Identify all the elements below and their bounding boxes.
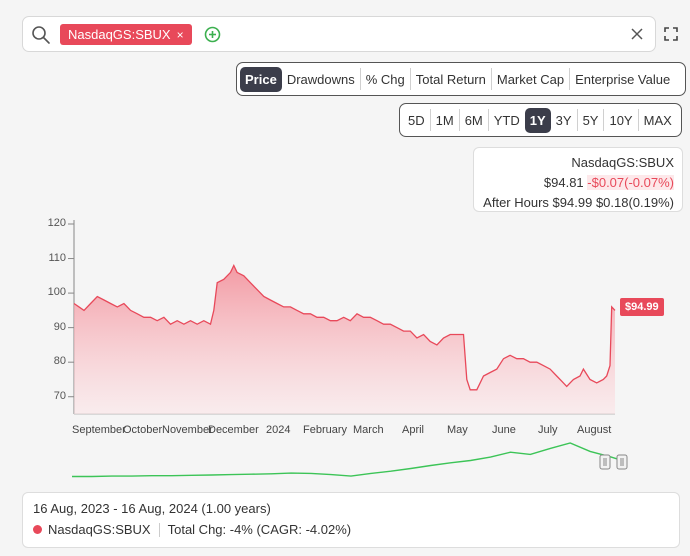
divider <box>158 522 160 537</box>
range-ytd[interactable]: YTD <box>493 112 520 128</box>
price-area <box>74 265 615 414</box>
tab-enterprise-value[interactable]: Enterprise Value <box>575 71 671 87</box>
after-hours-price: $94.99 <box>552 195 593 210</box>
x-tick-label: September <box>72 424 126 436</box>
x-tick-label: December <box>208 424 259 436</box>
tab-total-return[interactable]: Total Return <box>415 71 486 87</box>
divider <box>603 109 605 131</box>
x-tick-label: 2024 <box>266 424 291 436</box>
y-tick-label: 80 <box>53 355 66 368</box>
after-hours-row: After Hours $94.99 $0.18(0.19%) <box>474 193 674 213</box>
range-6m[interactable]: 6M <box>464 112 483 128</box>
tab-market-cap[interactable]: Market Cap <box>496 71 565 87</box>
x-tick-label: June <box>492 424 516 436</box>
range-10y[interactable]: 10Y <box>609 112 633 128</box>
quote-panel: NasdaqGS:SBUX $94.81 -$0.07(-0.07%) Afte… <box>473 147 683 212</box>
ticker-chip[interactable]: NasdaqGS:SBUX × <box>60 24 192 45</box>
after-hours-label: After Hours <box>483 195 549 210</box>
range-1y[interactable]: 1Y <box>524 107 551 133</box>
divider <box>576 109 578 131</box>
add-ticker-icon[interactable] <box>204 26 221 43</box>
series-color-dot <box>33 525 42 534</box>
last-price-tag: $94.99 <box>620 298 664 316</box>
divider <box>458 109 460 131</box>
divider <box>569 68 571 90</box>
range-max[interactable]: MAX <box>643 112 672 128</box>
quote-price: $94.81 <box>543 175 584 190</box>
x-tick-label: November <box>162 424 213 436</box>
x-tick-label: August <box>577 424 612 436</box>
y-tick-label: 100 <box>47 286 66 299</box>
after-hours-change: $0.18(0.19%) <box>595 195 674 210</box>
summary-ticker: NasdaqGS:SBUX <box>48 522 151 537</box>
divider <box>637 109 639 131</box>
price-chart[interactable]: 120 110 100 90 80 70 September October November… <box>0 212 690 482</box>
date-range: 16 Aug, 2023 - 16 Aug, 2024 (1.00 years) <box>33 501 271 516</box>
y-tick-label: 110 <box>48 251 66 264</box>
tab-drawdowns[interactable]: Drawdowns <box>286 71 355 87</box>
navigator-handle-icon[interactable] <box>599 454 628 470</box>
divider <box>429 109 431 131</box>
x-tick-label: July <box>538 424 558 436</box>
y-tick-label: 90 <box>53 320 66 333</box>
divider <box>487 109 489 131</box>
metric-tab-group: Price Drawdowns % Chg Total Return Marke… <box>236 62 686 96</box>
summary-panel: 16 Aug, 2023 - 16 Aug, 2024 (1.00 years)… <box>22 492 680 548</box>
remove-ticker-icon[interactable]: × <box>176 28 184 42</box>
range-5d[interactable]: 5D <box>408 112 425 128</box>
divider <box>359 68 361 90</box>
range-3y[interactable]: 3Y <box>555 112 572 128</box>
quote-price-row: $94.81 -$0.07(-0.07%) <box>474 173 674 193</box>
y-tick-label: 70 <box>53 389 66 402</box>
clear-search-icon[interactable] <box>629 26 645 42</box>
quote-change: -$0.07(-0.07%) <box>587 175 674 190</box>
quote-ticker: NasdaqGS:SBUX <box>571 155 674 170</box>
range-5y[interactable]: 5Y <box>582 112 599 128</box>
ticker-chip-label: NasdaqGS:SBUX <box>68 27 171 42</box>
total-change: Total Chg: -4% (CAGR: -4.02%) <box>167 522 352 537</box>
x-tick-label: February <box>303 424 348 436</box>
tab-price[interactable]: Price <box>240 66 282 92</box>
y-tick-label: 120 <box>47 217 66 229</box>
summary-row: NasdaqGS:SBUX Total Chg: -4% (CAGR: -4.0… <box>33 522 669 537</box>
search-icon <box>32 26 50 44</box>
x-tick-label: March <box>353 424 384 436</box>
divider <box>409 68 411 90</box>
x-tick-label: October <box>123 424 163 436</box>
mini-navigator-line <box>72 442 621 478</box>
price-chart-svg <box>68 220 628 478</box>
range-1m[interactable]: 1M <box>435 112 454 128</box>
fullscreen-icon[interactable] <box>663 26 679 42</box>
divider <box>490 68 492 90</box>
range-tab-group: 5D 1M 6M YTD 1Y 3Y 5Y 10Y MAX <box>399 103 682 137</box>
x-tick-label: April <box>402 424 425 436</box>
search-bar[interactable]: NasdaqGS:SBUX × <box>22 16 656 52</box>
tab-pct-change[interactable]: % Chg <box>365 71 405 87</box>
x-tick-label: May <box>447 424 468 436</box>
price-line <box>73 263 616 391</box>
